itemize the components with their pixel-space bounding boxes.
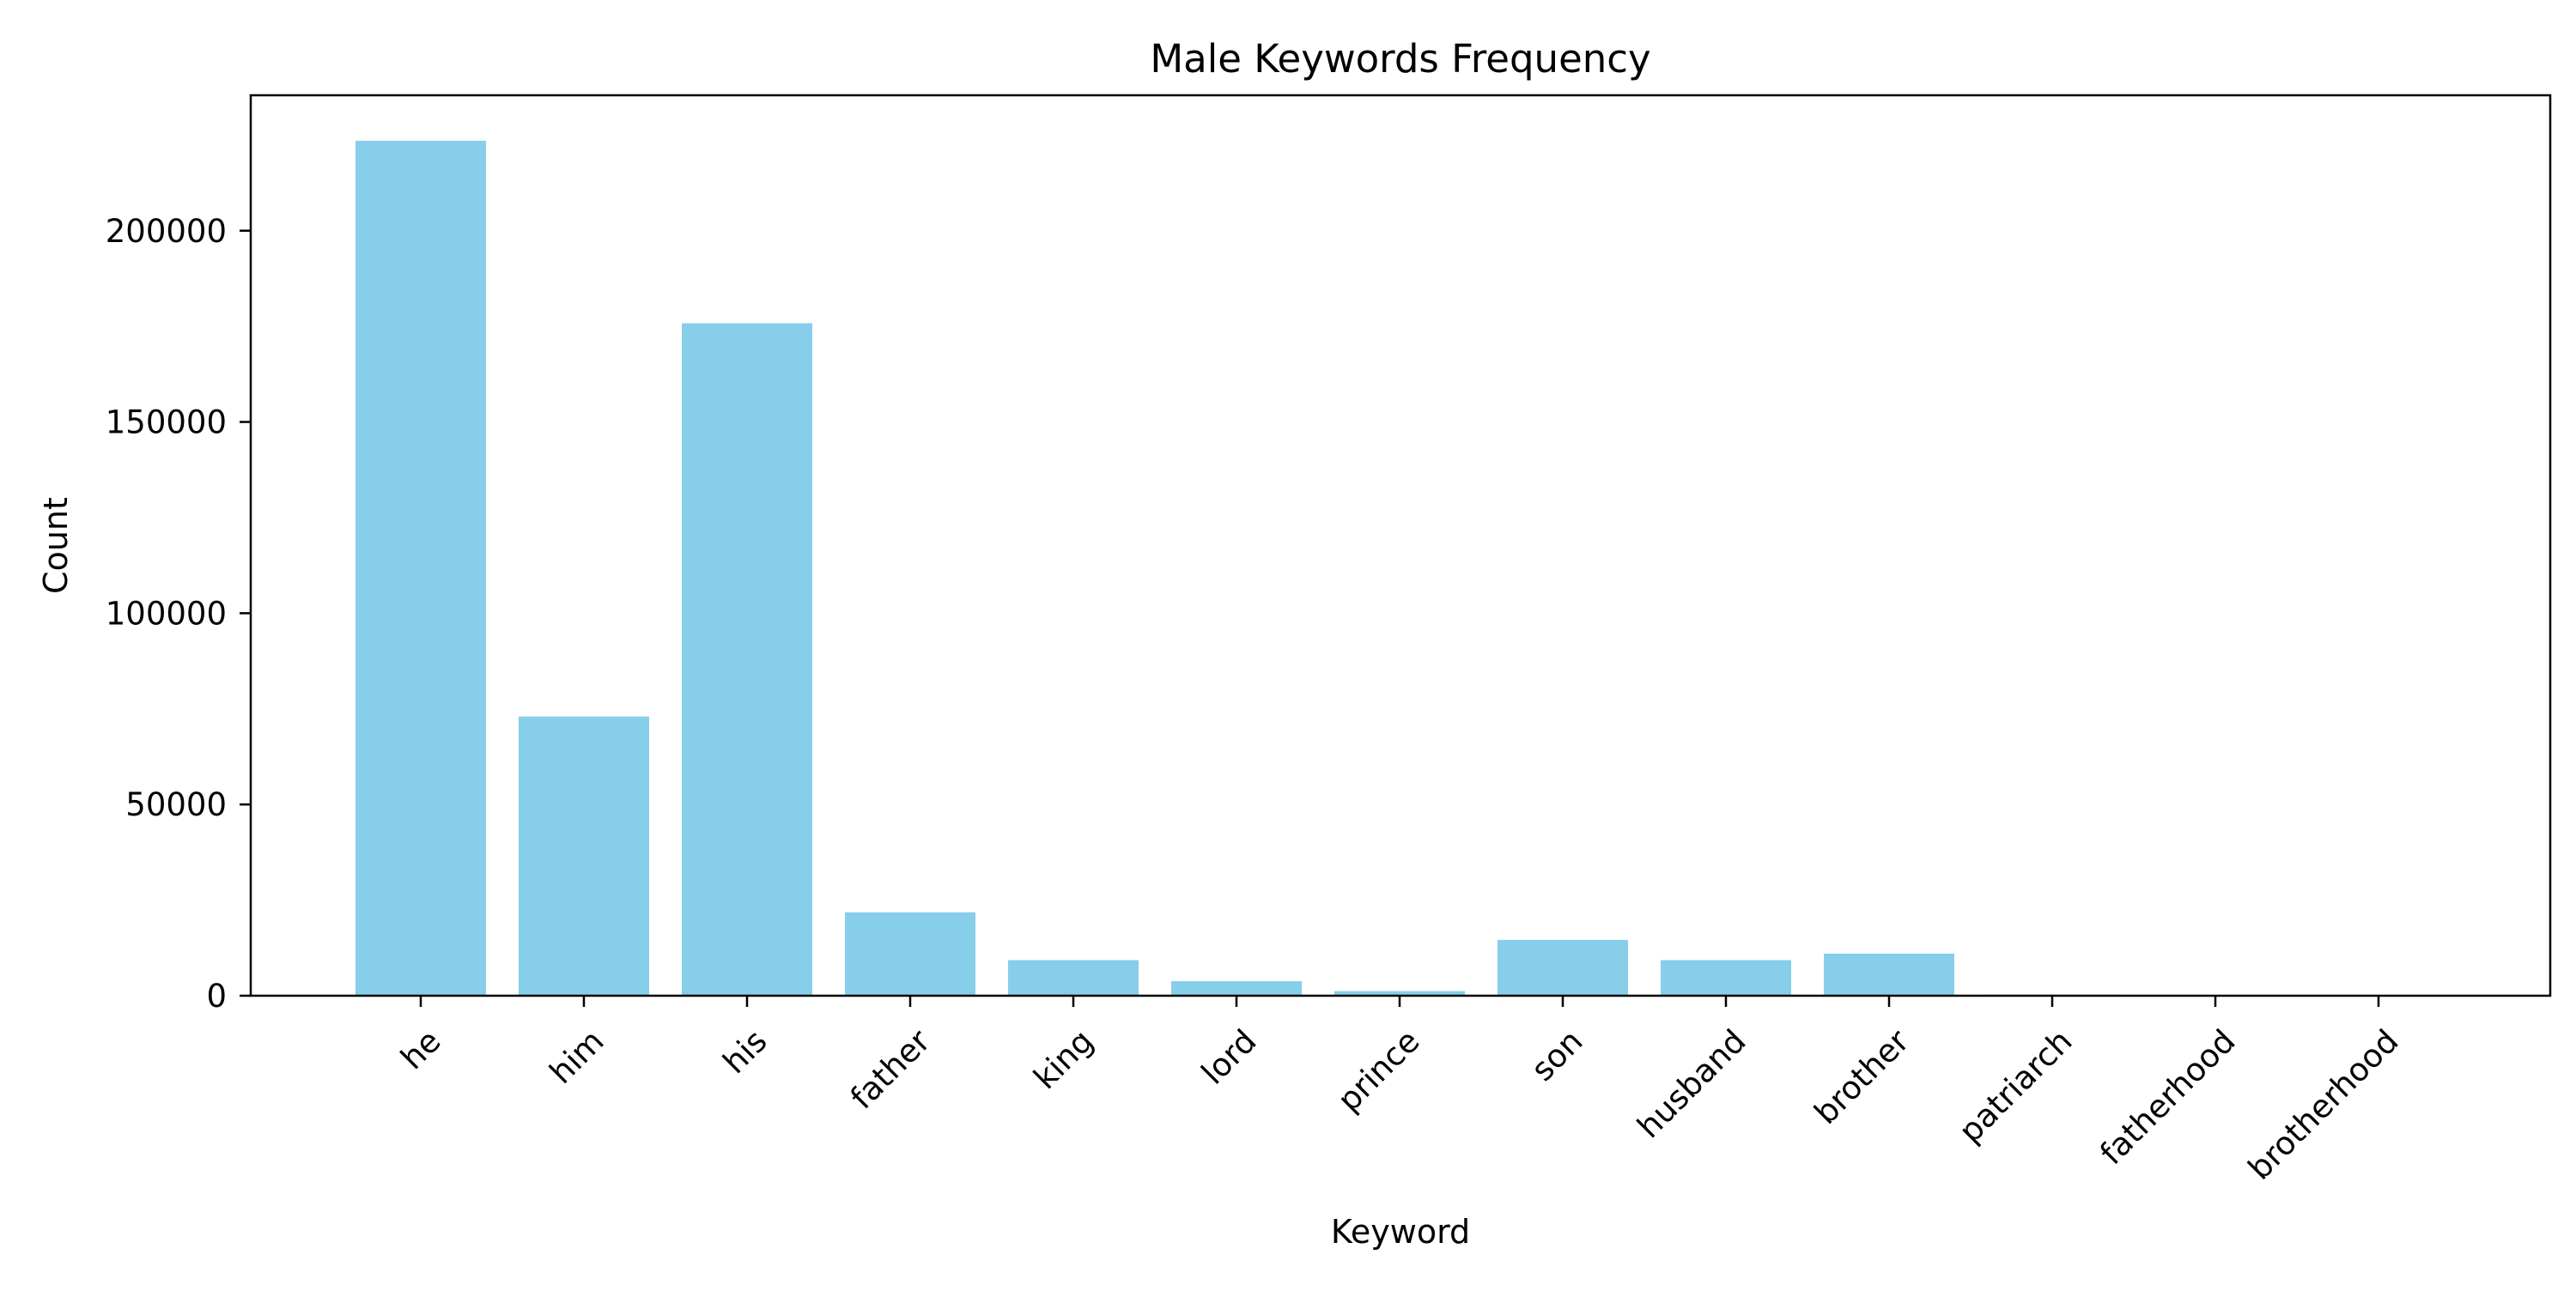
bar-son (1498, 940, 1628, 996)
x-tick-label-patriarch: patriarch (1952, 1022, 2080, 1150)
y-tick-label: 100000 (106, 595, 227, 632)
bar-him (519, 717, 649, 996)
y-axis-label: Count (37, 497, 75, 594)
x-tick-label-his: his (716, 1022, 775, 1081)
bar-lord (1171, 981, 1302, 996)
x-tick-label-fatherhood: fatherhood (2093, 1022, 2243, 1172)
x-tick-label-son: son (1524, 1022, 1590, 1088)
bar-husband (1661, 961, 1791, 996)
y-tick-label: 150000 (106, 404, 227, 441)
chart-title: Male Keywords Frequency (1150, 36, 1650, 82)
x-tick-label-brotherhood: brotherhood (2241, 1022, 2406, 1187)
x-axis-label: Keyword (1331, 1213, 1470, 1251)
x-tick-label-brother: brother (1807, 1022, 1917, 1131)
x-tick-label-lord: lord (1194, 1022, 1264, 1092)
x-tick-label-husband: husband (1631, 1022, 1753, 1145)
x-tick-label-he: he (394, 1022, 448, 1076)
bar-father (845, 912, 975, 996)
bar-brother (1824, 954, 1954, 996)
x-tick-label-father: father (843, 1022, 938, 1117)
bars-layer (355, 141, 2444, 996)
x-tick-label-king: king (1027, 1022, 1101, 1096)
y-tick-label: 0 (206, 978, 227, 1015)
x-tick-label-him: him (543, 1022, 611, 1091)
bar-he (355, 141, 486, 996)
y-tick-label: 200000 (106, 213, 227, 250)
bar-king (1008, 961, 1139, 996)
x-tick-label-prince: prince (1330, 1022, 1426, 1118)
x-axis-ticks: he him his father king lord prince son husband br… (394, 996, 2406, 1187)
bar-his (682, 324, 812, 996)
y-tick-label: 50000 (125, 786, 227, 823)
y-axis-ticks: 0 50000 100000 150000 200000 (106, 213, 251, 1015)
